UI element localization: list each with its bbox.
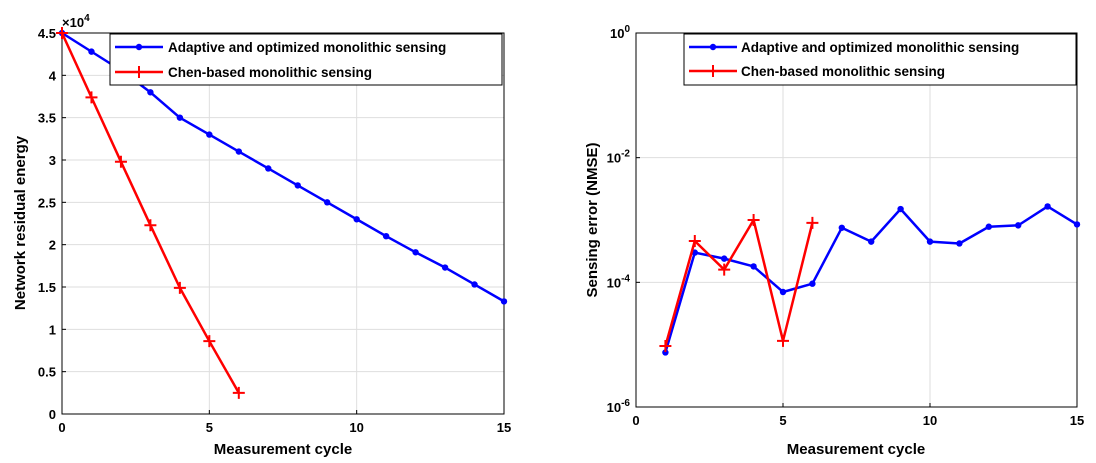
data-point-0-14	[1073, 221, 1081, 228]
legend-marker-0	[135, 43, 143, 51]
data-point-1-2	[114, 155, 127, 168]
data-point-1-1	[688, 235, 701, 248]
plot-frame	[635, 32, 1078, 408]
error-chart: 0 5 10 15 10-6 10-4 10-2 100 Measurement cycle…	[584, 24, 1084, 458]
data-point-0-9	[324, 199, 331, 206]
data-point-0-11	[985, 223, 992, 230]
x-tick-label: 0	[632, 413, 639, 428]
data-point-0-5	[809, 280, 816, 287]
data-point-0-12	[412, 249, 419, 256]
data-point-0-15	[500, 298, 508, 305]
legend-label-0: Adaptive and optimized monolithic sensin…	[741, 40, 1019, 55]
data-point-0-9	[926, 238, 934, 245]
legend-marker-1	[133, 66, 145, 78]
data-point-0-1	[88, 48, 95, 55]
y-tick-label: 0.5	[38, 365, 56, 380]
x-tick-label: 10	[923, 413, 937, 428]
y-tick-label: 1.5	[38, 280, 56, 295]
legend: Adaptive and optimized monolithic sensin…	[109, 33, 503, 86]
plot-frame	[61, 32, 505, 415]
y-exponent: ×104	[62, 13, 90, 30]
x-tick-label: 10	[349, 420, 363, 435]
y-tick-label: 2	[49, 238, 56, 253]
data-point-1-3	[144, 219, 157, 232]
data-point-0-7	[868, 238, 875, 245]
data-point-0-6	[838, 224, 845, 231]
data-point-1-0	[659, 340, 672, 353]
x-axis-label: Measurement cycle	[787, 441, 925, 458]
x-ticks: 0 5 10 15	[58, 410, 511, 435]
y-tick-label: 10-2	[607, 149, 631, 166]
x-tick-label: 15	[1070, 413, 1084, 428]
data-point-1-4	[777, 334, 789, 347]
data-point-1-4	[173, 281, 186, 294]
y-ticks: 10-6 10-4 10-2 100	[607, 24, 640, 415]
y-tick-label: 4	[49, 68, 57, 83]
series-line-1	[664, 218, 814, 347]
data-point-0-13	[1044, 203, 1051, 210]
data-point-0-8	[294, 182, 301, 189]
y-axis-label: Sensing error (NMSE)	[584, 142, 601, 297]
data-point-0-11	[382, 233, 390, 240]
data-point-0-10	[353, 216, 360, 223]
x-tick-label: 0	[58, 420, 65, 435]
data-point-0-4	[176, 114, 184, 121]
legend: Adaptive and optimized monolithic sensin…	[683, 33, 1077, 86]
data-point-1-2	[718, 263, 731, 276]
y-tick-label: 3	[49, 153, 56, 168]
data-point-0-3	[750, 263, 757, 270]
data-point-1-5	[203, 335, 216, 348]
data-point-0-5	[206, 131, 213, 138]
data-point-1-5	[806, 216, 819, 229]
legend-box	[683, 33, 1077, 86]
legend-marker-0	[709, 43, 717, 51]
legend-label-1: Chen-based monolithic sensing	[168, 65, 372, 80]
grid	[636, 33, 1077, 407]
y-tick-label: 10-4	[607, 273, 631, 290]
data-point-0-2	[721, 255, 728, 262]
data-point-0-3	[147, 89, 154, 96]
x-ticks: 0 5 10 15	[632, 403, 1084, 428]
data-point-1-3	[747, 214, 760, 226]
y-tick-label: 2.5	[38, 195, 56, 210]
y-tick-label: 3.5	[38, 111, 56, 126]
x-tick-label: 15	[497, 420, 511, 435]
data-point-0-6	[235, 148, 242, 155]
data-point-0-12	[1015, 222, 1022, 229]
y-tick-label: 0	[49, 407, 56, 422]
legend-box	[109, 33, 503, 86]
data-point-1-6	[232, 386, 245, 399]
y-axis-label: Network residual energy	[12, 135, 29, 310]
legend-label-1: Chen-based monolithic sensing	[741, 64, 945, 79]
legend-marker-1	[707, 65, 719, 77]
x-tick-label: 5	[779, 413, 786, 428]
data-point-0-4	[779, 288, 787, 296]
legend-label-0: Adaptive and optimized monolithic sensin…	[168, 40, 446, 55]
energy-chart: 0 5 10 15 0 0.5 1 1.5 2 2.5 3 3.5 4 4.5 ×104 Measure…	[12, 13, 511, 458]
series-line-0	[664, 205, 1078, 353]
series	[659, 203, 1081, 356]
data-point-0-14	[471, 281, 478, 288]
y-tick-label: 10-6	[607, 398, 631, 415]
grid	[62, 33, 504, 414]
y-tick-label: 4.5	[38, 26, 56, 41]
data-point-1-1	[85, 91, 98, 104]
x-axis-label: Measurement cycle	[214, 441, 352, 458]
data-point-0-10	[956, 240, 963, 247]
y-tick-label: 100	[610, 24, 630, 41]
y-tick-label: 1	[49, 322, 56, 337]
data-point-1-0	[56, 27, 68, 39]
x-tick-label: 5	[206, 420, 213, 435]
data-point-0-8	[897, 205, 904, 213]
data-point-0-7	[265, 165, 272, 172]
data-point-0-0	[662, 349, 669, 356]
y-ticks: 0 0.5 1 1.5 2 2.5 3 3.5 4 4.5	[38, 26, 66, 422]
series-line-1	[60, 32, 240, 394]
data-point-0-13	[441, 264, 449, 271]
